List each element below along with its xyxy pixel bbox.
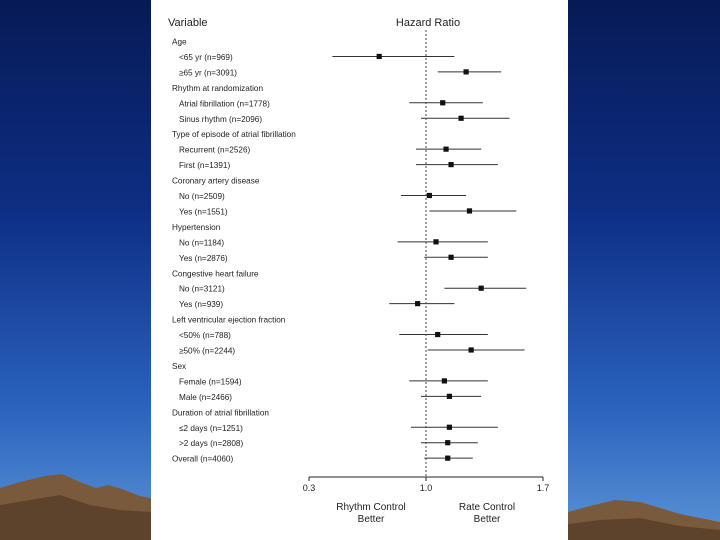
row-group-label: Hypertension xyxy=(172,223,221,232)
x-tick-label: 0.3 xyxy=(303,483,316,493)
row-label: Female (n=1594) xyxy=(179,377,242,386)
row-label: >2 days (n=2808) xyxy=(179,439,243,448)
row-label: First (n=1391) xyxy=(179,161,230,170)
row-group-label: Age xyxy=(172,38,187,47)
point-estimate xyxy=(441,378,447,384)
x-tick-label: 1.7 xyxy=(537,483,550,493)
row-label: <65 yr (n=969) xyxy=(179,53,233,62)
point-estimate xyxy=(445,440,451,446)
row-label: ≥50% (n=2244) xyxy=(179,347,235,356)
point-estimate xyxy=(448,254,454,260)
row-group-label: Sex xyxy=(172,362,186,371)
row-label: <50% (n=788) xyxy=(179,331,231,340)
point-estimate xyxy=(426,192,432,199)
point-estimate xyxy=(448,162,454,168)
point-estimate xyxy=(478,285,484,291)
row-group-label: Duration of atrial fibrillation xyxy=(172,408,269,417)
point-estimate xyxy=(468,347,474,353)
point-estimate xyxy=(466,208,473,214)
row-label: Yes (n=1551) xyxy=(179,207,228,216)
variable-header: Variable xyxy=(168,17,208,29)
row-group-label: Type of episode of atrial fibrillation xyxy=(172,130,296,139)
point-estimate xyxy=(446,393,452,399)
point-estimate xyxy=(433,239,439,245)
row-label: ≤2 days (n=1251) xyxy=(179,424,243,433)
forest-plot: Variable Hazard Ratio Age <65 yr (n=969) ≥… xyxy=(168,17,550,525)
point-estimate xyxy=(463,69,469,75)
row-group-label: Coronary artery disease xyxy=(172,177,260,186)
point-estimate xyxy=(440,100,446,106)
point-estimate xyxy=(458,115,464,121)
rhythm-control-label: Better xyxy=(358,514,385,525)
x-tick-label: 1.0 xyxy=(420,483,433,493)
figure-panel: Variable Hazard Ratio Age <65 yr (n=969) ≥… xyxy=(151,0,568,540)
row-group-label: Rhythm at randomization xyxy=(172,84,263,93)
row-label: ≥65 yr (n=3091) xyxy=(179,68,237,77)
row-label: Yes (n=939) xyxy=(179,300,223,309)
row-label: Overall (n=4060) xyxy=(172,455,233,464)
row-label: No (n=3121) xyxy=(179,285,225,294)
row-label: Sinus rhythm (n=2096) xyxy=(179,115,262,124)
point-estimate xyxy=(445,455,451,461)
row-label: No (n=2509) xyxy=(179,192,225,201)
point-estimate xyxy=(376,53,382,60)
point-estimate xyxy=(415,301,421,307)
hazard-ratio-header: Hazard Ratio xyxy=(396,17,460,29)
mountain-left-shade xyxy=(0,495,151,540)
point-estimate xyxy=(443,146,449,152)
mountain-right-shade xyxy=(568,518,720,540)
row-group-label: Congestive heart failure xyxy=(172,269,259,278)
rate-control-label: Rate Control xyxy=(459,502,515,513)
row-label: Atrial fibrillation (n=1778) xyxy=(179,99,270,108)
rhythm-control-label: Rhythm Control xyxy=(336,502,405,513)
point-estimate xyxy=(446,424,452,430)
row-label: Yes (n=2876) xyxy=(179,254,228,263)
row-group-label: Left ventricular ejection fraction xyxy=(172,316,286,325)
point-estimate xyxy=(435,331,441,338)
rate-control-label: Better xyxy=(474,514,501,525)
row-label: No (n=1184) xyxy=(179,238,224,247)
row-label: Recurrent (n=2526) xyxy=(179,146,250,155)
row-label: Male (n=2466) xyxy=(179,393,232,402)
